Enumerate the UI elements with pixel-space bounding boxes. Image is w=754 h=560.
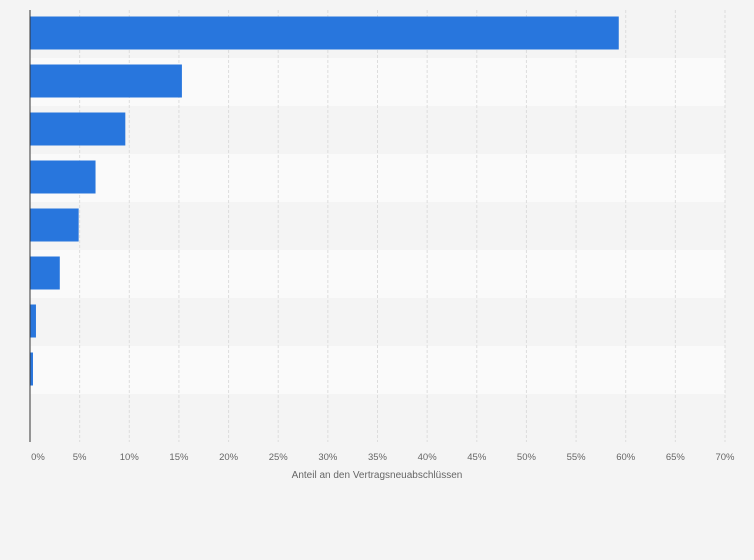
x-tick-label: 35% [368,452,388,463]
x-tick-label: 10% [120,452,140,463]
bar[interactable] [30,256,60,290]
x-tick-label: 65% [666,452,686,463]
gridlines [79,10,726,442]
bar[interactable] [30,112,126,146]
bars [30,16,619,386]
x-tick-label: 25% [269,452,289,463]
x-tick-label: 40% [418,452,438,463]
x-axis-title: Anteil an den Vertragsneuabschlüssen [292,470,463,481]
x-tick-label: 5% [73,452,87,463]
x-tick-label: 55% [567,452,587,463]
bar[interactable] [30,352,33,386]
bar[interactable] [30,304,36,338]
bar[interactable] [30,64,182,98]
x-tick-label: 45% [467,452,487,463]
x-tick-labels: 0% 5% 10% 15% 20% 25% 30% 35% 40% 45% 50% 55% 60% 65%… [31,452,735,463]
x-tick-label: 20% [219,452,239,463]
bar[interactable] [30,160,96,194]
x-tick-label: 70% [715,452,735,463]
x-tick-label: 0% [31,452,45,463]
bar[interactable] [30,16,619,50]
x-tick-label: 50% [517,452,537,463]
bar[interactable] [30,208,79,242]
x-tick-label: 15% [169,452,189,463]
x-tick-label: 60% [616,452,636,463]
x-tick-label: 30% [318,452,338,463]
